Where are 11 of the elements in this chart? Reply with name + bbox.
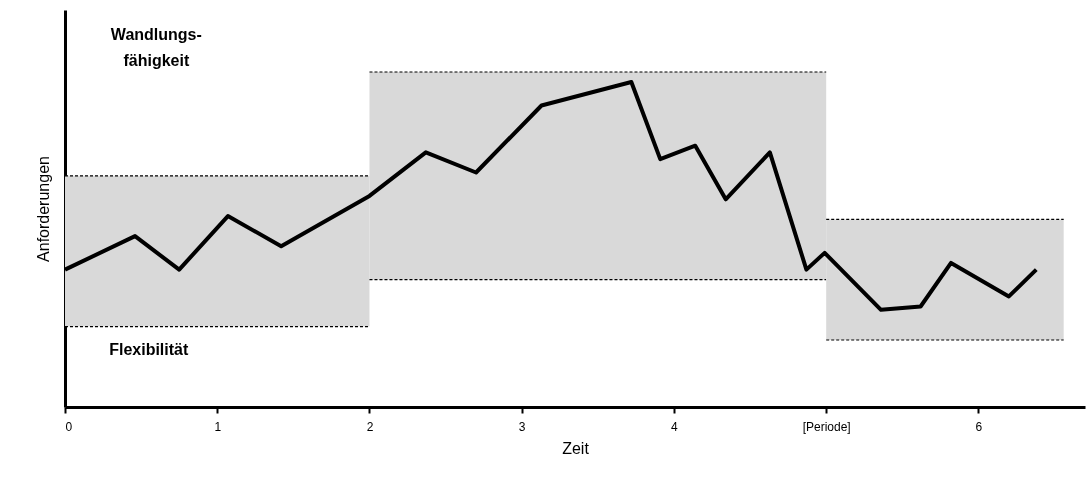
x-axis-title: Zeit: [562, 439, 590, 457]
text: Wandlungs- fähigkeit: [110, 26, 202, 70]
x-tick-label: [Periode]: [802, 419, 851, 434]
x-tick-label: 0: [65, 419, 73, 434]
annotation: Flexibilität: [109, 341, 189, 359]
y-axis-title: Anforderungen: [34, 156, 52, 262]
x-tick-label: 2: [366, 419, 374, 434]
x-tick-label: 3: [518, 419, 526, 434]
x-tick-label: 1: [214, 419, 222, 434]
x-tick-label: 4: [671, 419, 679, 434]
x-tick-label: 6: [975, 419, 983, 434]
